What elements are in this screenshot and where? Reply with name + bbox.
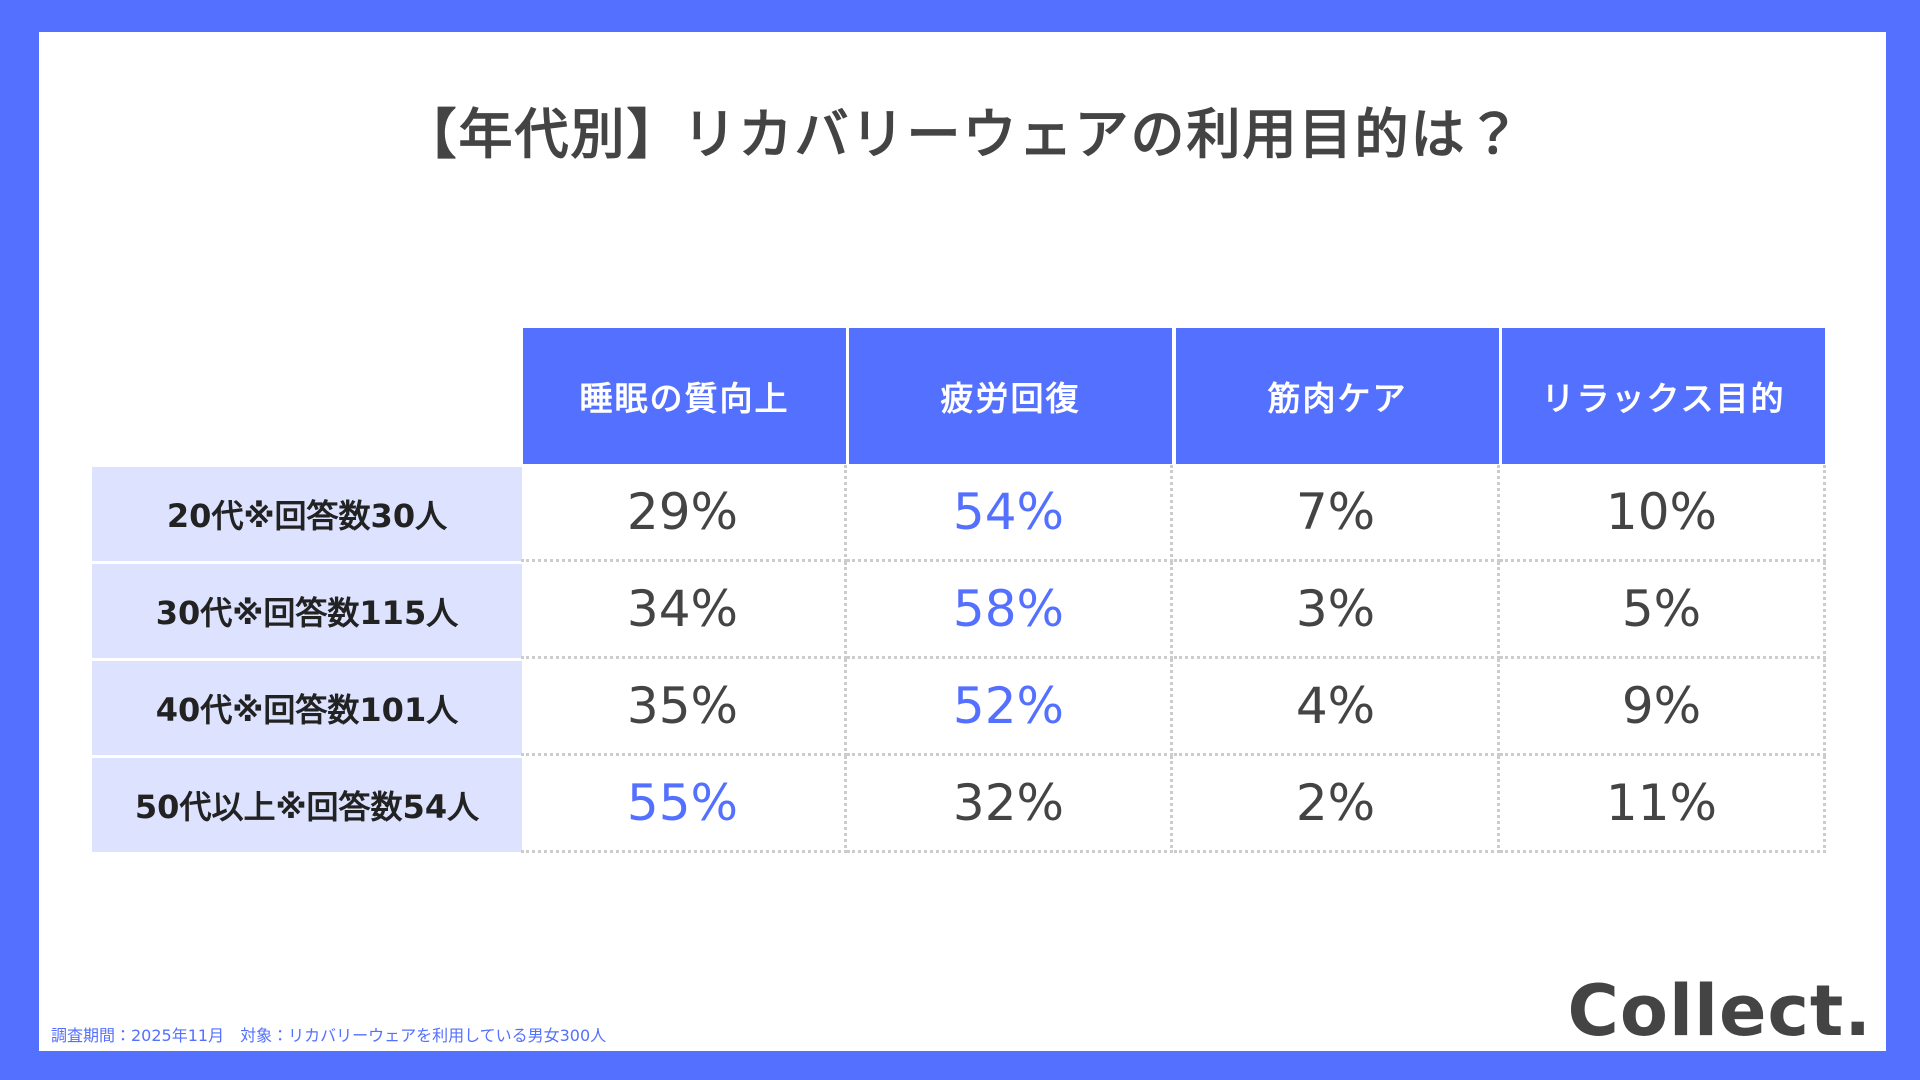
value-cell: 54% (847, 465, 1173, 562)
value-cell: 34% (521, 562, 847, 659)
value-cell: 2% (1174, 756, 1500, 853)
value-cell: 9% (1500, 659, 1826, 756)
value-cell: 55% (521, 756, 847, 853)
column-header: 疲労回復 (849, 328, 1172, 464)
value-cell: 3% (1174, 562, 1500, 659)
footnote: 調査期間：2025年11月 対象：リカバリーウェアを利用している男女300人 (51, 1026, 607, 1045)
column-header: 睡眠の質向上 (523, 328, 846, 464)
value-cell: 35% (521, 659, 847, 756)
value-cell: 52% (847, 659, 1173, 756)
title: 【年代別】リカバリーウェアの利用目的は？ (402, 103, 1523, 166)
column-header: リラックス目的 (1502, 328, 1825, 464)
value-cell: 58% (847, 562, 1173, 659)
row-label: 30代※回答数115人 (92, 564, 522, 658)
value-cell: 10% (1500, 465, 1826, 562)
value-cell: 7% (1174, 465, 1500, 562)
value-cell: 29% (521, 465, 847, 562)
row-label: 40代※回答数101人 (92, 661, 522, 755)
value-cell: 32% (847, 756, 1173, 853)
panel: 【年代別】リカバリーウェアの利用目的は？ 睡眠の質向上 疲労回復 筋肉ケア リラックス… (39, 32, 1886, 1052)
value-cell: 5% (1500, 562, 1826, 659)
logo: Collect. (1567, 970, 1872, 1052)
value-cell: 4% (1174, 659, 1500, 756)
row-label: 20代※回答数30人 (92, 467, 522, 561)
column-header: 筋肉ケア (1176, 328, 1499, 464)
row-label: 50代以上※回答数54人 (92, 758, 522, 852)
value-cell: 11% (1500, 756, 1826, 853)
